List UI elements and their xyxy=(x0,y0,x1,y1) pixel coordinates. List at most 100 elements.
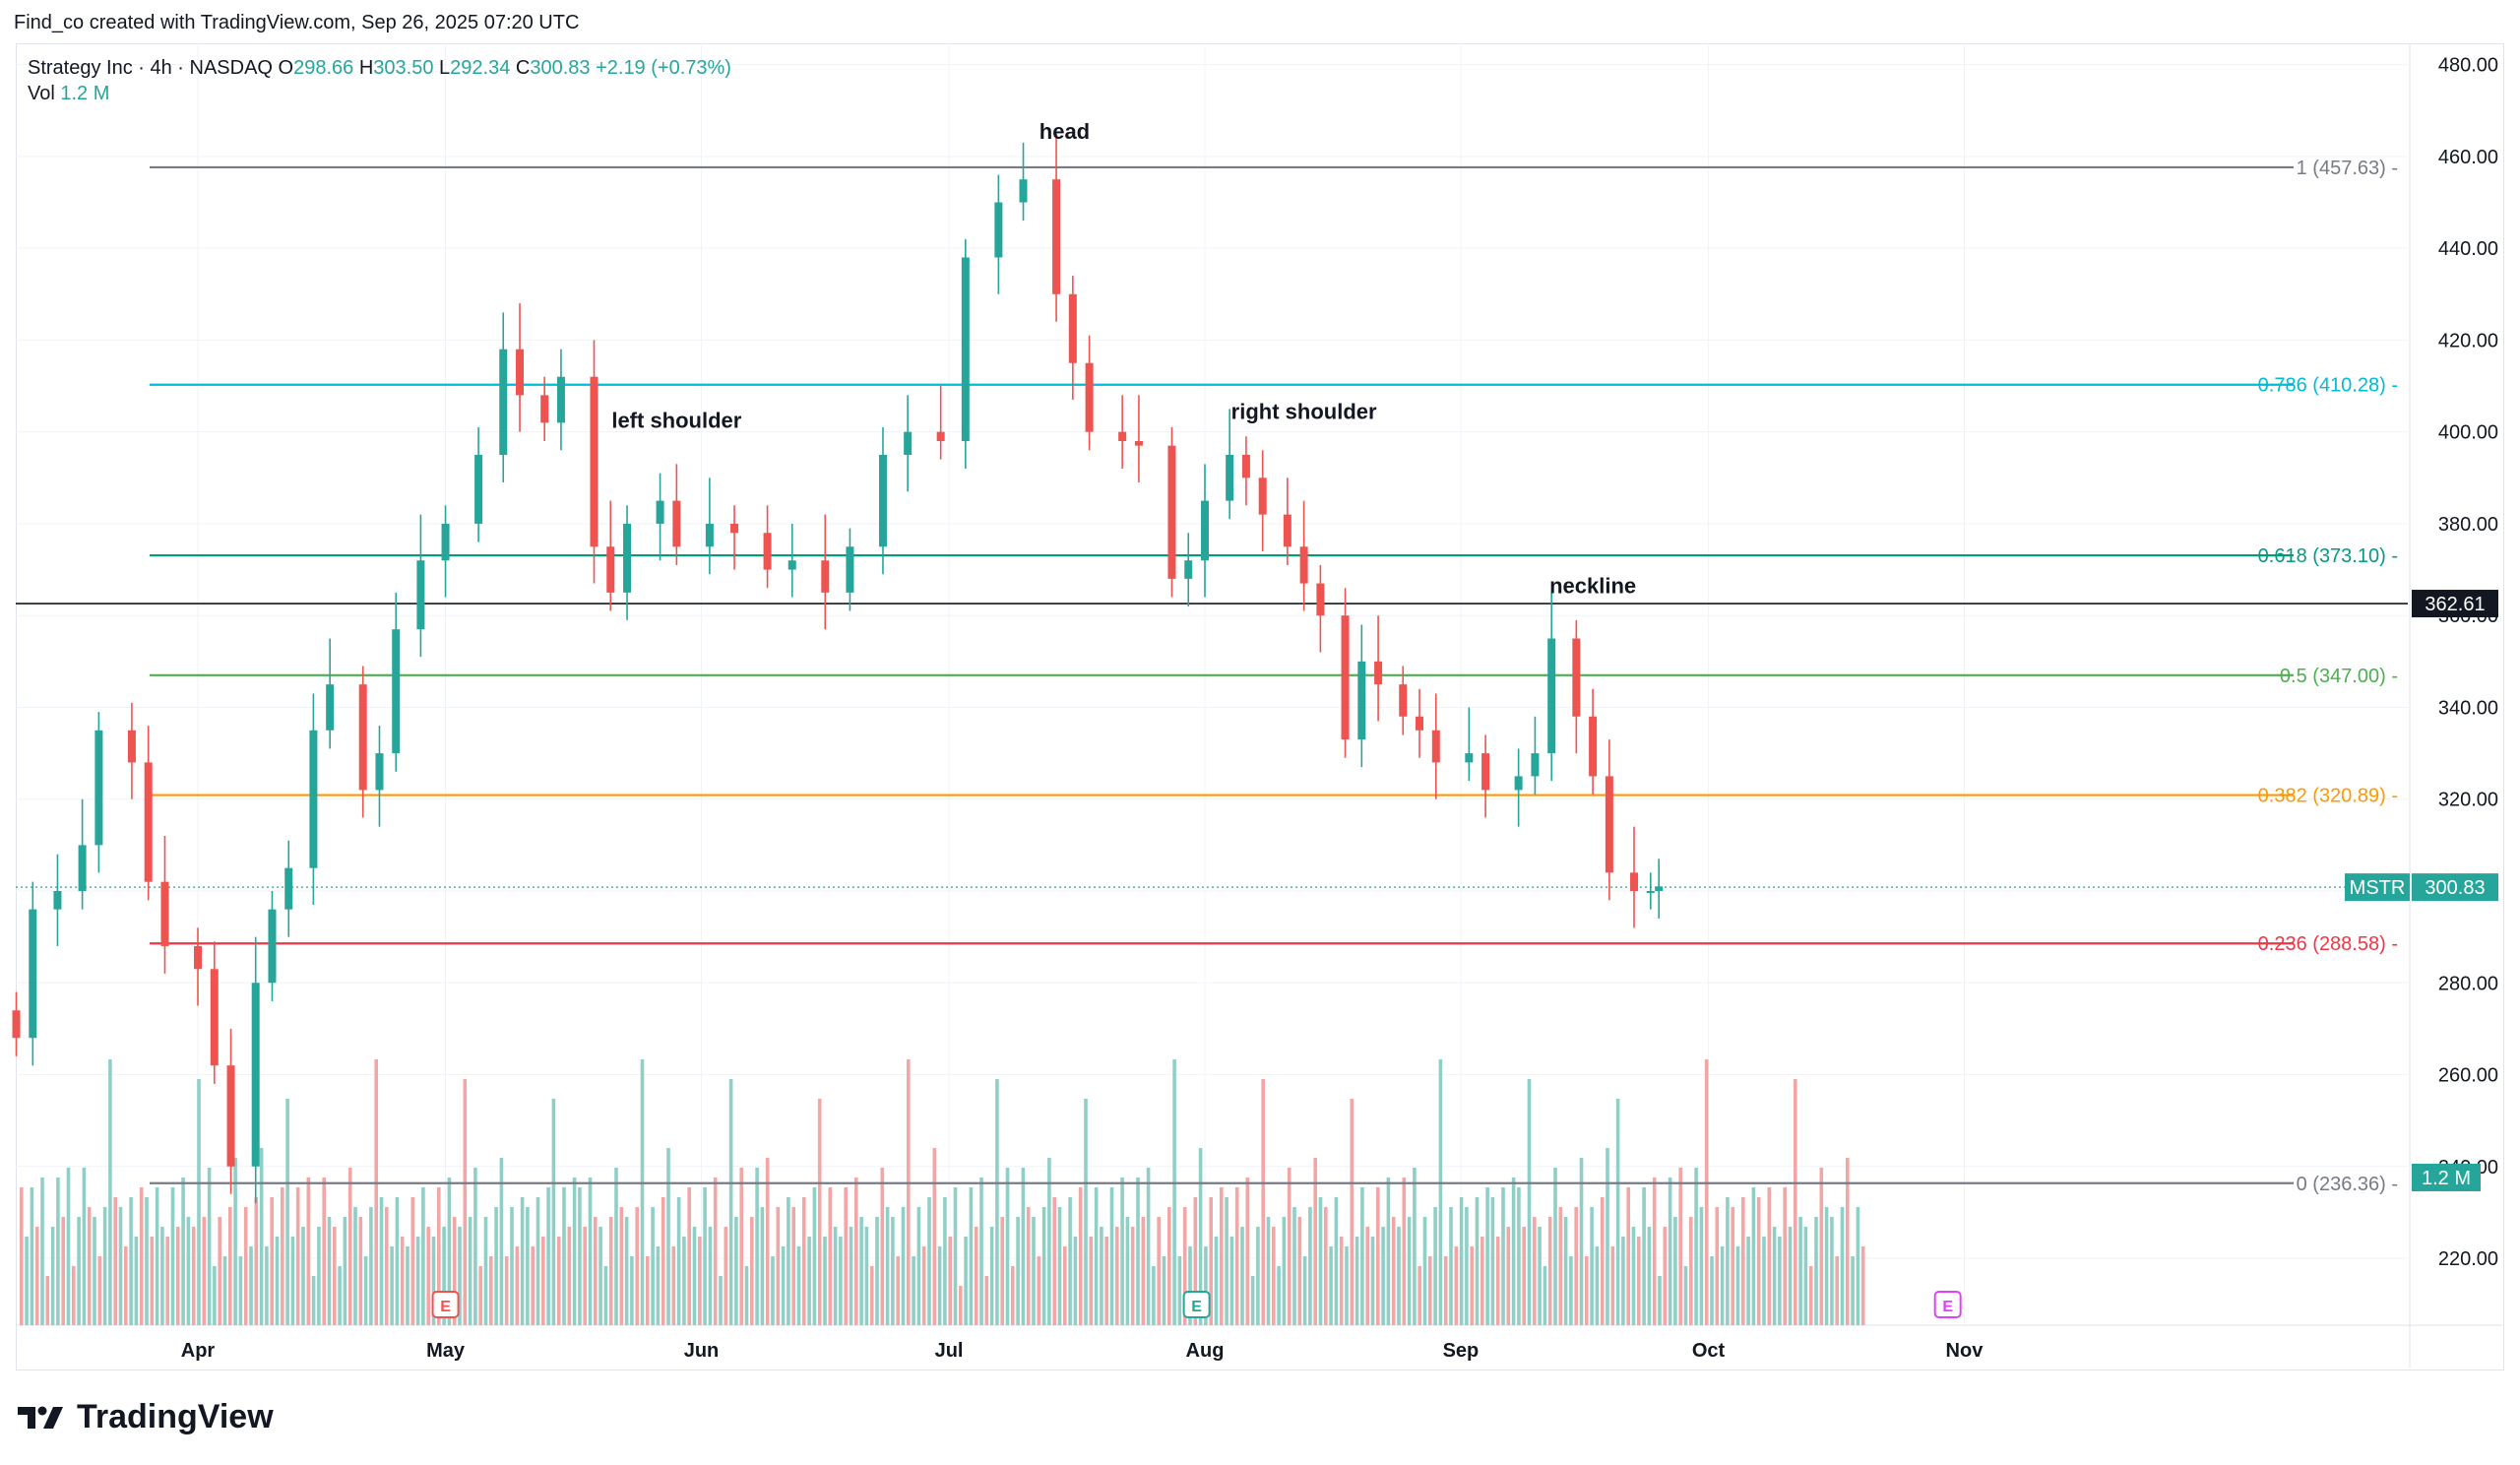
candle-body[interactable] xyxy=(358,684,367,791)
candle-body[interactable] xyxy=(788,560,796,570)
candle-body[interactable] xyxy=(1531,753,1540,777)
candle-body[interactable] xyxy=(160,881,169,946)
candle-body[interactable] xyxy=(53,890,62,910)
candle-body[interactable] xyxy=(1241,454,1250,478)
candle-body[interactable] xyxy=(1258,478,1267,515)
candle-body[interactable] xyxy=(961,257,970,442)
volume-bar xyxy=(1715,1207,1720,1325)
candle-body[interactable] xyxy=(556,376,565,423)
earnings-event-icon[interactable] xyxy=(1182,1291,1211,1318)
candle-body[interactable] xyxy=(210,969,219,1066)
candle-body[interactable] xyxy=(1316,583,1325,616)
volume-bar xyxy=(426,1227,430,1325)
candle-body[interactable] xyxy=(1299,546,1308,584)
candle-body[interactable] xyxy=(309,730,318,868)
earnings-event-icon[interactable] xyxy=(1933,1291,1962,1318)
candle-body[interactable] xyxy=(1416,716,1424,731)
candle-body[interactable] xyxy=(1085,362,1094,432)
y-tick-label: 420.00 xyxy=(2438,330,2498,351)
candle-body[interactable] xyxy=(1431,730,1440,763)
candle-body[interactable] xyxy=(846,546,854,593)
candle-body[interactable] xyxy=(672,500,681,547)
candle-body[interactable] xyxy=(499,349,508,455)
y-tick-label: 340.00 xyxy=(2438,697,2498,719)
candle-body[interactable] xyxy=(1134,441,1143,446)
candle-body[interactable] xyxy=(1589,716,1598,777)
candle-body[interactable] xyxy=(821,560,830,593)
candle-body[interactable] xyxy=(78,845,87,891)
candle-body[interactable] xyxy=(994,202,1003,258)
candle-body[interactable] xyxy=(1019,179,1028,203)
candle-body[interactable] xyxy=(1630,872,1639,891)
candle-body[interactable] xyxy=(1399,684,1408,717)
candle-body[interactable] xyxy=(441,523,450,561)
candle-body[interactable] xyxy=(284,867,293,910)
candle-body[interactable] xyxy=(1201,500,1209,561)
candle-body[interactable] xyxy=(1052,179,1061,294)
volume-bar xyxy=(1465,1207,1469,1325)
volume-bar xyxy=(1339,1237,1344,1325)
volume-bar xyxy=(285,1099,289,1325)
candle-body[interactable] xyxy=(1341,615,1350,740)
candle-body[interactable] xyxy=(1572,638,1581,717)
candle-body[interactable] xyxy=(904,431,913,455)
candle-body[interactable] xyxy=(1226,454,1234,501)
candle-body[interactable] xyxy=(268,909,277,984)
candle-body[interactable] xyxy=(1374,661,1383,685)
candle-body[interactable] xyxy=(936,431,945,442)
volume-bar xyxy=(833,1227,838,1325)
candle-body[interactable] xyxy=(226,1065,235,1167)
volume-bar xyxy=(891,1217,895,1325)
candle-body[interactable] xyxy=(1167,445,1176,579)
candle-body[interactable] xyxy=(705,523,714,547)
candle-body[interactable] xyxy=(1465,753,1474,763)
candle-body[interactable] xyxy=(763,533,772,570)
candle-body[interactable] xyxy=(730,523,739,534)
candle-body[interactable] xyxy=(251,983,260,1167)
candle-body[interactable] xyxy=(1184,560,1193,579)
candle-body[interactable] xyxy=(656,500,664,524)
candle-body[interactable] xyxy=(1283,514,1292,547)
candle-body[interactable] xyxy=(94,730,103,846)
earnings-event-icon[interactable] xyxy=(431,1291,460,1318)
candle-body[interactable] xyxy=(326,684,335,731)
tradingview-brand[interactable]: TradingView xyxy=(18,1398,274,1436)
volume-bar xyxy=(1063,1246,1067,1325)
candle-body[interactable] xyxy=(1118,431,1127,442)
candle-body[interactable] xyxy=(29,909,37,1039)
candle-body[interactable] xyxy=(127,730,136,763)
candle-body[interactable] xyxy=(540,395,549,423)
candle-body[interactable] xyxy=(1655,886,1664,891)
volume-bar xyxy=(1094,1187,1099,1325)
candle-body[interactable] xyxy=(623,523,632,593)
legend-close-label: C xyxy=(515,57,531,79)
candle-body[interactable] xyxy=(474,454,483,524)
candle-body[interactable] xyxy=(392,629,401,754)
volume-bar xyxy=(1673,1217,1677,1325)
candle-body[interactable] xyxy=(1481,753,1490,791)
candle-body[interactable] xyxy=(1547,638,1556,754)
candle-body[interactable] xyxy=(416,560,425,630)
volume-bar xyxy=(1266,1217,1271,1325)
volume-bar xyxy=(687,1187,691,1325)
volume-bar xyxy=(207,1168,212,1325)
candle-body[interactable] xyxy=(375,753,384,791)
candle-body[interactable] xyxy=(590,376,598,547)
volume-bar xyxy=(536,1197,540,1325)
volume-bar xyxy=(1835,1256,1839,1325)
candle-body[interactable] xyxy=(1514,776,1523,791)
candle-body[interactable] xyxy=(516,349,525,396)
candle-body[interactable] xyxy=(606,546,615,593)
candle-body[interactable] xyxy=(12,1010,21,1039)
candle-body[interactable] xyxy=(144,762,153,882)
volume-bar xyxy=(1814,1217,1818,1325)
candle-body[interactable] xyxy=(1605,776,1613,873)
candle-body[interactable] xyxy=(1646,890,1655,893)
candle-body[interactable] xyxy=(878,454,887,547)
candle-body[interactable] xyxy=(1068,293,1077,363)
volume-bar xyxy=(1610,1246,1615,1325)
volume-bar xyxy=(1334,1197,1339,1325)
candle-body[interactable] xyxy=(1357,661,1366,740)
candle-body[interactable] xyxy=(194,945,202,970)
